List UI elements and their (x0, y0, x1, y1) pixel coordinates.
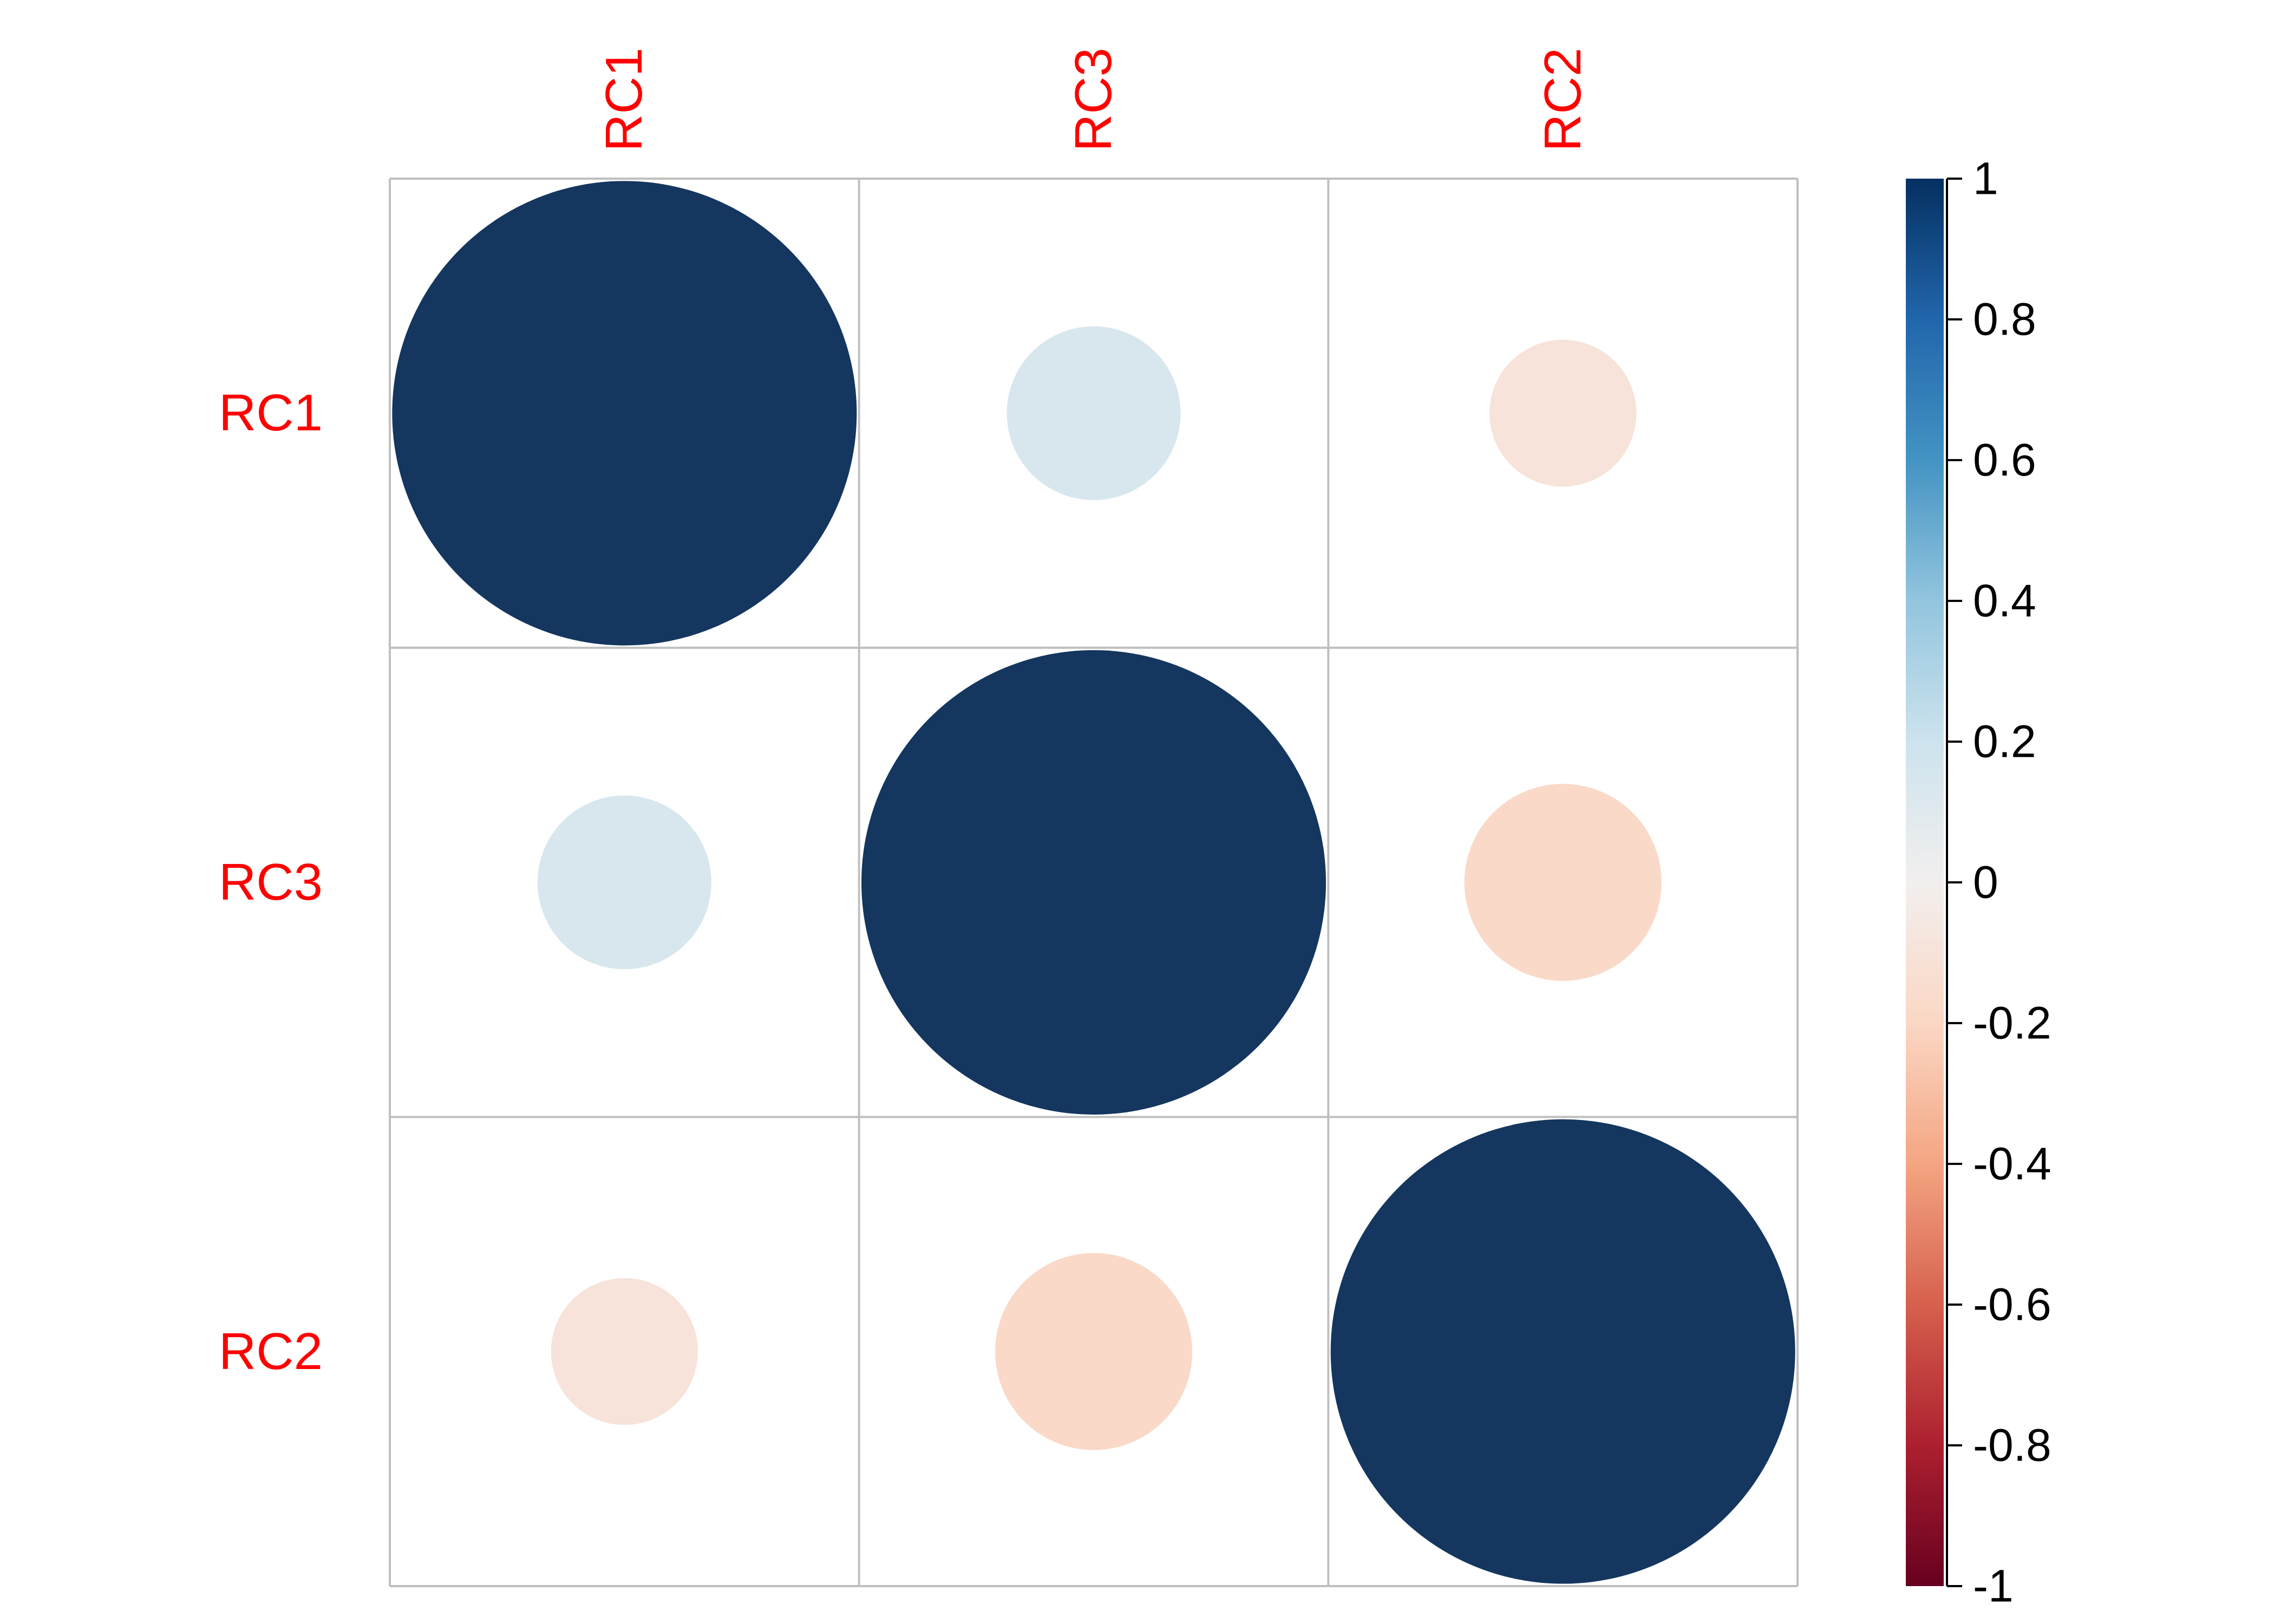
col-label: RC1 (594, 48, 654, 152)
colorbar-tick-label: -0.6 (1973, 1279, 2051, 1331)
colorbar-tick-label: 1 (1973, 153, 1998, 205)
colorbar-tick-label: -0.4 (1973, 1138, 2051, 1190)
colorbar-tick-label: -0.2 (1973, 997, 2051, 1050)
row-label: RC2 (219, 1322, 323, 1381)
colorbar-tick-label: 0.8 (1973, 293, 2036, 346)
colorbar-tick-label: 0.4 (1973, 575, 2036, 627)
row-label: RC3 (219, 853, 323, 912)
colorbar-tick-label: 0.6 (1973, 434, 2036, 487)
colorbar (1906, 179, 1962, 1586)
chart-stage: RC1 RC1 RC3 RC3 RC2 RC2 1 0.8 0.6 0.4 0.2 0 -0.2 -0.4… (0, 0, 2274, 1624)
matrix-circles (392, 181, 1795, 1583)
corr-circle (1331, 1119, 1795, 1584)
colorbar-tick-label: -1 (1973, 1560, 2014, 1613)
corr-circle (861, 650, 1326, 1115)
corr-circle (995, 1253, 1192, 1450)
correlation-plot-svg (0, 0, 2274, 1624)
colorbar-tick-label: -0.8 (1973, 1419, 2051, 1472)
corr-circle (1465, 784, 1662, 981)
colorbar-tick-label: 0.2 (1973, 716, 2036, 768)
corr-circle (1489, 340, 1636, 487)
colorbar-tick-label: 0 (1973, 856, 1998, 909)
corr-circle (392, 181, 857, 645)
corr-circle (1007, 326, 1180, 500)
corr-circle (551, 1278, 698, 1425)
row-label: RC1 (219, 383, 323, 443)
col-label: RC3 (1064, 48, 1123, 152)
corr-circle (538, 795, 711, 969)
col-label: RC2 (1533, 48, 1593, 152)
